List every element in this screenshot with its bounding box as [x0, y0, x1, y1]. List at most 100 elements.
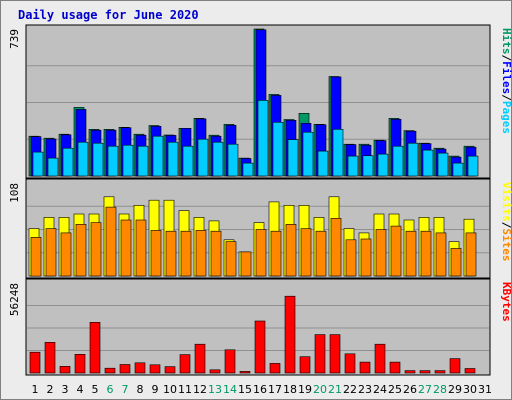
- x-tick-label-day-8: 8: [137, 383, 144, 396]
- bar-sites-day-30: [465, 232, 477, 277]
- bar-sites-day-17: [270, 230, 282, 277]
- bar-sites-day-25: [390, 225, 402, 277]
- bar-kbytes-day-25: [389, 361, 401, 374]
- axis-legend-item: Hits: [500, 28, 512, 55]
- bar-kbytes-day-19: [299, 356, 311, 374]
- x-tick-label-day-18: 18: [283, 383, 297, 396]
- bar-sites-day-1: [30, 237, 42, 277]
- y-max-label-middle: 108: [8, 183, 21, 203]
- y-max-label-top: 739: [8, 29, 21, 49]
- bar-sites-day-12: [195, 230, 207, 277]
- bar-pages-day-16: [257, 100, 269, 177]
- bar-pages-day-26: [407, 142, 419, 177]
- bar-pages-day-6: [107, 145, 119, 177]
- bar-pages-day-14: [227, 143, 239, 177]
- x-tick-label-day-1: 1: [32, 383, 39, 396]
- bar-kbytes-day-15: [239, 371, 251, 374]
- x-tick-label-day-25: 25: [388, 383, 402, 396]
- x-tick-label-day-2: 2: [47, 383, 54, 396]
- bar-pages-day-20: [317, 150, 329, 177]
- bar-kbytes-day-11: [179, 354, 191, 374]
- bar-kbytes-day-30: [464, 368, 476, 374]
- bar-pages-day-7: [122, 144, 134, 177]
- x-tick-label-day-16: 16: [253, 383, 267, 396]
- bar-kbytes-day-14: [224, 349, 236, 374]
- bar-kbytes-day-8: [134, 362, 146, 374]
- bar-kbytes-day-27: [419, 370, 431, 374]
- axis-legend-middle: Visits/Sites: [500, 182, 512, 262]
- bar-kbytes-day-6: [104, 367, 116, 374]
- x-tick-label-day-28: 28: [433, 383, 447, 396]
- bar-sites-day-20: [315, 230, 327, 277]
- bar-kbytes-day-5: [89, 321, 101, 374]
- bar-pages-day-15: [242, 162, 254, 177]
- bar-sites-day-26: [405, 230, 417, 277]
- bar-kbytes-day-10: [164, 366, 176, 374]
- bar-kbytes-day-29: [449, 358, 461, 374]
- bar-pages-day-17: [272, 122, 284, 177]
- bar-pages-day-28: [437, 152, 449, 177]
- x-tick-label-day-30: 30: [463, 383, 477, 396]
- bar-sites-day-15: [240, 251, 252, 277]
- bar-kbytes-day-23: [359, 361, 371, 374]
- axis-legend-top: Hits/Files/Pages: [500, 28, 512, 134]
- bar-sites-day-2: [45, 228, 57, 277]
- bar-pages-day-11: [182, 145, 194, 177]
- bar-sites-day-7: [120, 219, 132, 277]
- bar-sites-day-10: [165, 230, 177, 277]
- bar-kbytes-day-1: [29, 351, 41, 374]
- bar-sites-day-29: [450, 248, 462, 277]
- bar-kbytes-day-12: [194, 343, 206, 374]
- bar-sites-day-27: [420, 230, 432, 277]
- bar-pages-day-25: [392, 145, 404, 177]
- bar-pages-day-3: [62, 147, 74, 177]
- bar-pages-day-8: [137, 145, 149, 177]
- bar-pages-day-23: [362, 155, 374, 177]
- axis-legend-item: Files: [500, 61, 512, 94]
- x-tick-label-day-4: 4: [77, 383, 84, 396]
- bar-kbytes-day-2: [44, 341, 56, 374]
- x-tick-label-day-11: 11: [178, 383, 192, 396]
- x-tick-label-day-5: 5: [92, 383, 99, 396]
- bar-kbytes-day-20: [314, 334, 326, 374]
- x-tick-label-day-7: 7: [122, 383, 129, 396]
- bar-sites-day-23: [360, 238, 372, 277]
- bar-kbytes-day-26: [404, 370, 416, 374]
- bar-kbytes-day-18: [284, 295, 296, 374]
- x-tick-label-day-29: 29: [448, 383, 462, 396]
- x-tick-label-day-17: 17: [268, 383, 282, 396]
- bar-sites-day-5: [90, 222, 102, 277]
- bar-pages-day-12: [197, 138, 209, 177]
- bar-kbytes-day-24: [374, 343, 386, 374]
- bar-sites-day-11: [180, 230, 192, 277]
- x-tick-label-day-10: 10: [163, 383, 177, 396]
- x-tick-label-day-31: 31: [478, 383, 492, 396]
- axis-legend-item: /: [500, 94, 512, 101]
- bar-sites-day-14: [225, 241, 237, 277]
- x-tick-label-day-21: 21: [328, 383, 342, 396]
- axis-legend-item: Pages: [500, 101, 512, 134]
- bar-sites-day-9: [150, 230, 162, 277]
- chart-title: Daily usage for June 2020: [18, 8, 199, 22]
- x-tick-label-day-26: 26: [403, 383, 417, 396]
- bar-pages-day-18: [287, 139, 299, 177]
- bar-sites-day-18: [285, 224, 297, 277]
- bar-pages-day-22: [347, 155, 359, 177]
- bar-sites-day-6: [105, 206, 117, 277]
- bar-pages-day-24: [377, 153, 389, 177]
- x-tick-label-day-12: 12: [193, 383, 207, 396]
- x-tick-label-day-9: 9: [152, 383, 159, 396]
- bar-pages-day-2: [47, 157, 59, 177]
- y-max-label-bottom: 56248: [8, 283, 21, 316]
- bar-pages-day-19: [302, 131, 314, 177]
- bar-kbytes-day-13: [209, 369, 221, 374]
- bar-sites-day-4: [75, 224, 87, 277]
- bar-pages-day-21: [332, 129, 344, 177]
- bar-pages-day-29: [452, 162, 464, 177]
- axis-legend-item: Visits: [500, 182, 512, 222]
- x-tick-label-day-19: 19: [298, 383, 312, 396]
- axis-legend-item: KBytes: [500, 282, 512, 322]
- x-tick-label-day-24: 24: [373, 383, 387, 396]
- bar-pages-day-9: [152, 135, 164, 177]
